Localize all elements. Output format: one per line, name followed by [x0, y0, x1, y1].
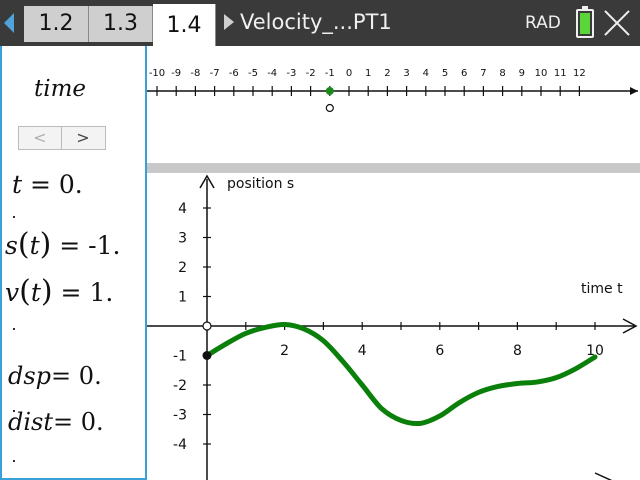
y-tick-label: -3 — [173, 408, 187, 424]
dsp-value: 0. — [78, 362, 102, 390]
number-line-tick-label: 4 — [423, 68, 429, 79]
y-tick-label: 4 — [178, 201, 187, 217]
y-tick-label: 2 — [178, 260, 187, 276]
number-line-tick-label: 6 — [461, 68, 467, 79]
number-line-tick-label: 12 — [573, 68, 586, 79]
y-tick-label: -4 — [173, 437, 187, 453]
number-line-hollow-point — [325, 103, 334, 113]
number-line-tick-label: 11 — [554, 68, 567, 79]
top-bar: 1.2 1.3 1.4 Velocity_...PT1 RAD — [0, 0, 640, 46]
dsp-expression: dsp= 0. — [8, 362, 102, 390]
slider-step-right-button[interactable]: > — [76, 128, 90, 147]
y-axis-label: position s — [227, 176, 294, 192]
tab-1-2[interactable]: 1.2 — [24, 6, 89, 42]
v-expression: v(t) = 1. — [5, 274, 114, 309]
graph-area[interactable]: 2 4 6 8 10 4 3 2 1 -1 -2 -3 -4 position s time t — [147, 173, 640, 480]
dist-expression: dist= 0. — [8, 408, 104, 436]
dist-value: 0. — [80, 408, 104, 436]
pane-divider — [147, 163, 640, 173]
number-line-point[interactable] — [325, 87, 334, 95]
number-line-tick-label: -8 — [190, 68, 200, 79]
angle-mode-indicator: RAD — [525, 13, 561, 33]
y-tick-label: 1 — [178, 290, 187, 306]
number-line-tick-label: -10 — [149, 68, 165, 79]
number-line[interactable]: -10 -9 -8 -7 -6 -5 -4 -3 -2 -1 0 1 2 3 4 5 6 7 8 9 10 11 12 — [147, 46, 640, 163]
number-line-tick-label: -2 — [306, 68, 316, 79]
document-title: Velocity_...PT1 — [240, 10, 392, 34]
x-tick-label: 6 — [435, 343, 444, 359]
x-tick-label: 8 — [513, 343, 522, 359]
number-line-tick-label: -7 — [210, 68, 220, 79]
play-arrow-icon — [224, 14, 234, 30]
number-line-arrow-icon — [630, 87, 638, 95]
number-line-tick-label: 1 — [365, 68, 371, 79]
t-expression: t = 0. — [12, 170, 83, 199]
v-value: 1. — [89, 278, 114, 307]
slider-label: time — [34, 76, 87, 102]
page-back-arrow-icon[interactable] — [4, 13, 14, 33]
number-line-tick-label: 9 — [519, 68, 525, 79]
y-tick-label: -2 — [173, 378, 187, 394]
time-slider[interactable]: < > — [18, 126, 106, 150]
close-icon[interactable] — [602, 8, 632, 38]
x-tick-label: 10 — [586, 343, 604, 359]
notes-panel[interactable]: time < > t = 0. s(t) = -1. v(t) = 1. dsp… — [0, 46, 147, 480]
number-line-tick-label: 2 — [384, 68, 390, 79]
x-tick-label: 2 — [280, 343, 289, 359]
number-line-tick-label: -6 — [229, 68, 239, 79]
position-curve[interactable] — [204, 322, 598, 427]
number-line-tick-label: -9 — [171, 68, 181, 79]
x-axis-label: time t — [581, 281, 623, 297]
y-tick-label: -1 — [173, 349, 187, 365]
slider-step-left-button[interactable]: < — [19, 127, 62, 149]
t-value: 0. — [58, 170, 83, 199]
number-line-tick-label: 7 — [480, 68, 486, 79]
tab-1-4[interactable]: 1.4 — [153, 4, 216, 46]
battery-icon — [576, 6, 594, 38]
tab-1-3[interactable]: 1.3 — [89, 6, 153, 42]
number-line-tick-label: 8 — [499, 68, 505, 79]
number-line-tick-label: 10 — [535, 68, 548, 79]
number-line-tick-label: -1 — [325, 68, 335, 79]
y-axis-arrow-icon — [199, 174, 215, 189]
number-line-tick-label: -4 — [267, 68, 277, 79]
s-value: -1. — [88, 231, 121, 260]
number-line-tick-label: -5 — [248, 68, 258, 79]
s-expression: s(t) = -1. — [5, 227, 121, 262]
y-tick-label: 3 — [178, 231, 187, 247]
x-axis-arrow-icon — [622, 318, 638, 334]
current-position-point[interactable] — [202, 351, 212, 360]
number-line-tick-label: 5 — [442, 68, 448, 79]
number-line-tick-label: 3 — [403, 68, 409, 79]
x-tick-label: 4 — [358, 343, 367, 359]
number-line-tick-label: 0 — [346, 68, 352, 79]
number-line-tick-label: -3 — [286, 68, 296, 79]
origin-hollow-point — [202, 321, 212, 331]
